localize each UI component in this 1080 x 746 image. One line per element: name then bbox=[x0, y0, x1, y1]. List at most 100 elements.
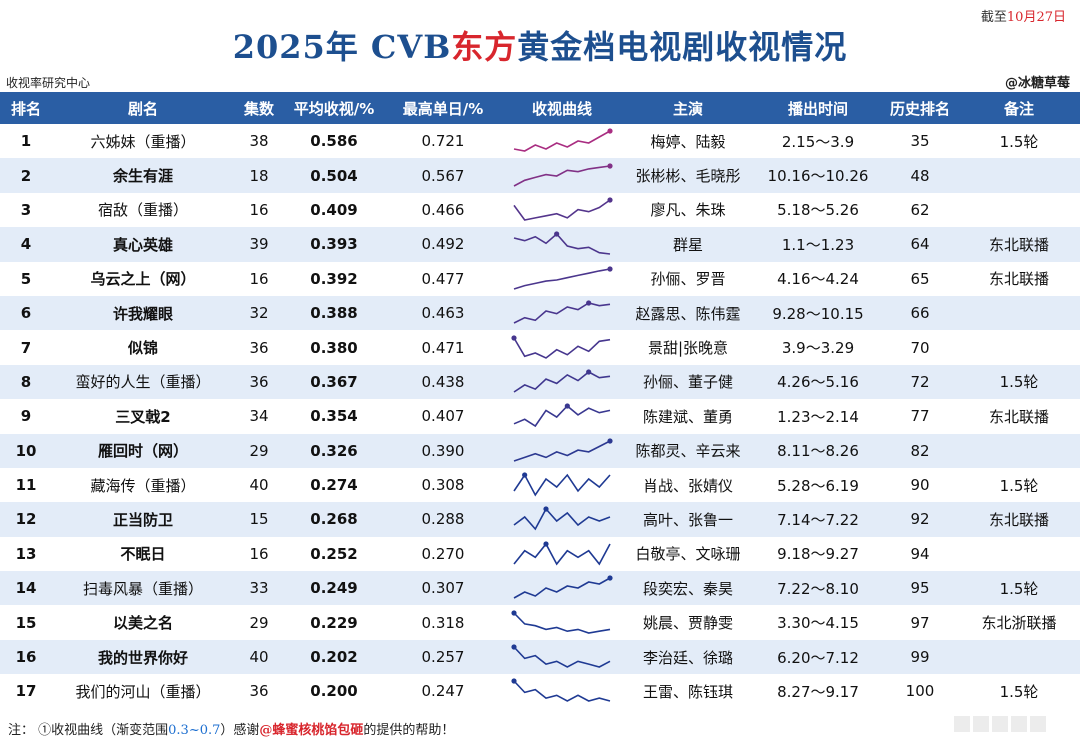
cell-period: 2.15～3.9 bbox=[781, 132, 855, 151]
sparkline-peak-dot bbox=[554, 231, 560, 237]
ratings-sparkline bbox=[511, 678, 611, 703]
table-row: 9 三叉戟2 34 0.354 0.407 陈建斌、董勇 1.23～2.14 77 东北联播 bbox=[0, 399, 1080, 433]
cell-avg: 0.252 bbox=[310, 544, 358, 563]
cell-ep: 38 bbox=[249, 132, 269, 151]
cell-peak: 0.307 bbox=[384, 571, 502, 606]
cell-period: 7.14～7.22 bbox=[754, 502, 882, 537]
sparkline-line bbox=[513, 473, 611, 497]
cell-rank: 4 bbox=[0, 227, 52, 262]
cell-note: 东北联播 bbox=[958, 227, 1080, 262]
sparkline-line bbox=[513, 680, 611, 703]
table-row: 7 似锦 36 0.380 0.471 景甜|张晚意 3.9～3.29 70 bbox=[0, 330, 1080, 364]
cell-period: 9.18～9.27 bbox=[777, 545, 859, 564]
cell-hist: 35 bbox=[910, 132, 930, 151]
cell-avg: 0.274 bbox=[310, 476, 358, 495]
cell-name: 不眠日 bbox=[120, 545, 166, 564]
cell-ep: 36 bbox=[249, 338, 269, 357]
ratings-sparkline bbox=[513, 266, 613, 290]
cell-name: 以美之名 bbox=[112, 614, 173, 633]
cell-hist: 77 bbox=[910, 407, 930, 426]
sparkline-peak-dot bbox=[586, 369, 592, 375]
table-row: 8 蛮好的人生（重播） 36 0.367 0.438 孙俪、董子健 4.26～5.16 72 1… bbox=[0, 364, 1080, 400]
cell-avg: 0.380 bbox=[310, 338, 358, 357]
cell-name: 我们的河山（重播） bbox=[75, 682, 211, 701]
cell-cast: 白敬亭、文咏珊 bbox=[635, 545, 741, 564]
ratings-sparkline bbox=[513, 438, 613, 462]
cell-curve bbox=[502, 502, 622, 537]
sparkline-peak-dot bbox=[564, 403, 570, 409]
cell-avg: 0.229 bbox=[310, 613, 358, 632]
cell-hist: 64 bbox=[882, 227, 958, 262]
cell-rank: 1 bbox=[20, 132, 32, 151]
cell-curve bbox=[502, 468, 622, 502]
ratings-sparkline bbox=[513, 403, 611, 428]
ratings-sparkline bbox=[513, 231, 611, 256]
cell-avg: 0.249 bbox=[284, 571, 384, 606]
cell-peak: 0.438 bbox=[384, 364, 502, 400]
cell-cast: 王雷、陈钰琪 bbox=[642, 682, 733, 701]
cell-cast: 陈都灵、辛云来 bbox=[622, 433, 754, 468]
ratings-sparkline bbox=[513, 541, 611, 566]
cell-avg: 0.326 bbox=[284, 433, 384, 468]
header-row: 排名 剧名 集数 平均收视/% 最高单日/% 收视曲线 主演 播出时间 历史排名… bbox=[0, 92, 1080, 124]
table-row: 12 正当防卫 15 0.268 0.288 高叶、张鲁一 7.14～7.22 92 东北联播 bbox=[0, 502, 1080, 537]
cell-hist: 66 bbox=[882, 295, 958, 331]
header-episodes: 集数 bbox=[234, 92, 284, 124]
cell-note: 1.5轮 bbox=[958, 364, 1080, 400]
cell-note bbox=[958, 295, 1080, 331]
ratings-sparkline bbox=[511, 610, 611, 634]
cell-peak: 0.567 bbox=[384, 158, 502, 193]
cell-period: 1.23～2.14 bbox=[777, 407, 859, 426]
cell-avg: 0.388 bbox=[284, 295, 384, 331]
cell-rank: 11 bbox=[15, 476, 37, 495]
cell-hist: 92 bbox=[882, 502, 958, 537]
cell-name: 我的世界你好 bbox=[52, 639, 234, 675]
cell-ep: 40 bbox=[249, 476, 269, 495]
cell-peak: 0.407 bbox=[421, 407, 465, 426]
cell-hist: 72 bbox=[882, 364, 958, 400]
sparkline-line bbox=[513, 508, 611, 531]
cell-period: 4.26～5.16 bbox=[754, 364, 882, 400]
sparkline-line bbox=[513, 267, 611, 290]
cell-name: 正当防卫 bbox=[52, 502, 234, 537]
cell-note: 东北联播 bbox=[988, 407, 1049, 426]
table-row: 6 许我耀眼 32 0.388 0.463 赵露思、陈伟霆 9.28～10.15 66 bbox=[0, 295, 1080, 331]
cell-cast: 赵露思、陈伟霆 bbox=[622, 295, 754, 331]
more-dots-icon bbox=[954, 716, 1046, 732]
sparkline-peak-dot bbox=[511, 644, 517, 650]
cell-note bbox=[958, 537, 1080, 571]
cell-avg: 0.354 bbox=[310, 407, 358, 426]
cell-name: 真心英雄 bbox=[52, 227, 234, 262]
cell-note bbox=[958, 330, 1080, 364]
cell-rank: 17 bbox=[15, 682, 37, 701]
table-row: 15 以美之名 29 0.229 0.318 姚晨、贾静雯 3.30～4.15 97 东北浙联播 bbox=[0, 605, 1080, 639]
cell-hist: 99 bbox=[882, 639, 958, 675]
header-curve: 收视曲线 bbox=[502, 92, 622, 124]
table-row: 1 六姊妹（重播） 38 0.586 0.721 梅婷、陆毅 2.15～3.9 35 1.5轮 bbox=[0, 124, 1080, 158]
sparkline-peak-dot bbox=[607, 575, 613, 581]
cell-hist: 62 bbox=[910, 200, 930, 219]
cell-curve bbox=[502, 674, 622, 708]
cell-hist: 100 bbox=[905, 682, 935, 701]
sparkline-peak-dot bbox=[543, 541, 549, 547]
cell-ep: 36 bbox=[249, 682, 269, 701]
cell-note: 1.5轮 bbox=[999, 682, 1039, 701]
cell-curve bbox=[502, 571, 622, 606]
as-of-date: 截至10月27日 bbox=[980, 10, 1066, 25]
cell-name: 似锦 bbox=[127, 339, 158, 358]
cell-avg: 0.392 bbox=[310, 269, 358, 288]
author-credit: @冰糖草莓 bbox=[1004, 76, 1070, 91]
cell-note bbox=[958, 433, 1080, 468]
cell-peak: 0.318 bbox=[421, 613, 465, 632]
cell-period: 3.9～3.29 bbox=[781, 339, 855, 358]
cell-rank: 13 bbox=[15, 544, 37, 563]
header-name: 剧名 bbox=[52, 92, 234, 124]
cell-curve bbox=[502, 193, 622, 227]
cell-ep: 15 bbox=[234, 502, 284, 537]
cell-rank: 16 bbox=[0, 639, 52, 675]
cell-note: 东北联播 bbox=[988, 270, 1049, 289]
cell-rank: 5 bbox=[20, 269, 32, 288]
table-row: 5 乌云之上（网） 16 0.392 0.477 孙俪、罗晋 4.16～4.24 65 东北联播 bbox=[0, 262, 1080, 296]
sparkline-peak-dot bbox=[586, 300, 592, 306]
footnote: 注： ①收视曲线（渐变范围0.3~0.7）感谢@蜂蜜核桃馅包砸的提供的帮助！ bbox=[8, 723, 455, 738]
